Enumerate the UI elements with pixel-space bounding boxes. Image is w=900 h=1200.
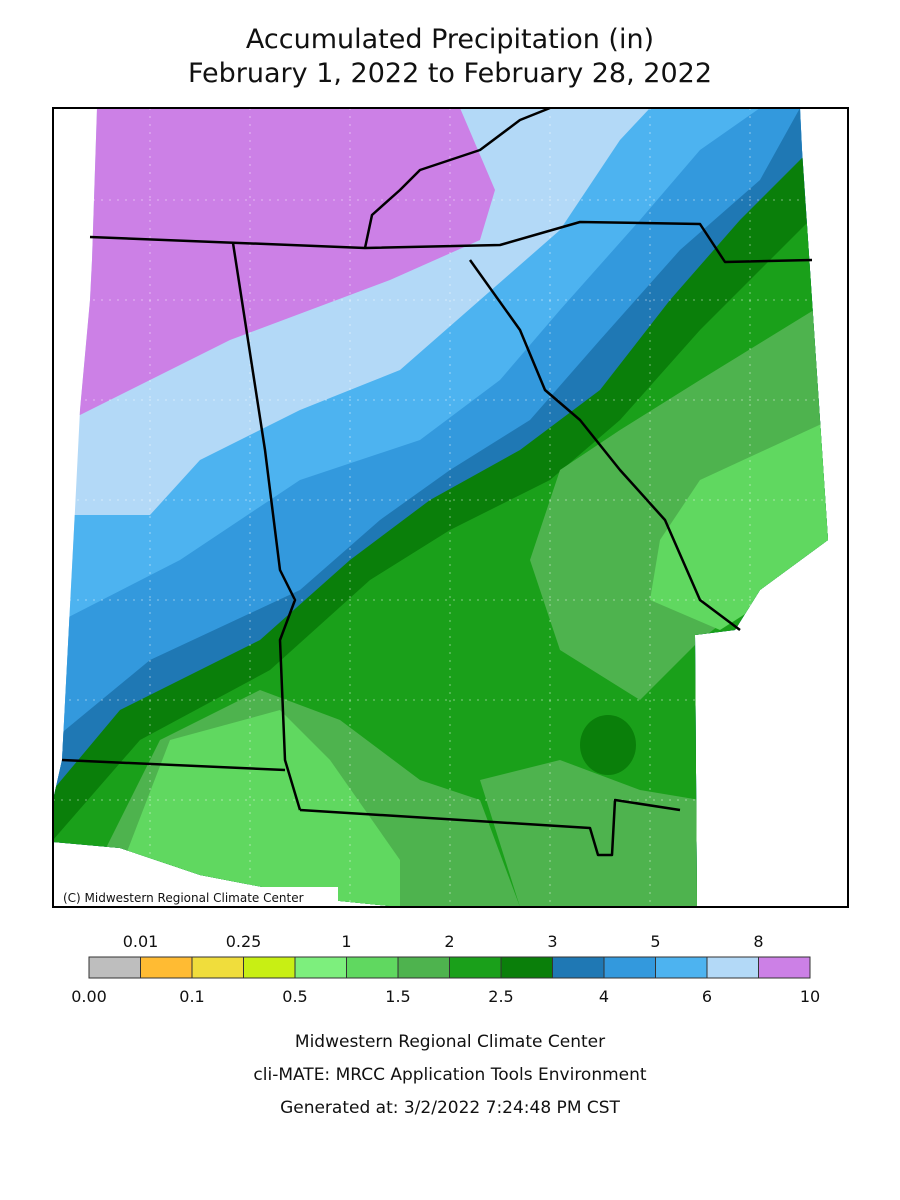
legend-swatch <box>449 956 502 979</box>
legend-label: 0.5 <box>282 987 307 1006</box>
legend-swatch <box>140 956 193 979</box>
legend-label: 3 <box>547 932 557 951</box>
title-line: February 1, 2022 to February 28, 2022 <box>188 58 712 89</box>
band <box>120 710 400 907</box>
legend-label: 10 <box>800 987 820 1006</box>
legend-swatch <box>655 956 708 979</box>
footer-line: cli-MATE: MRCC Application Tools Environ… <box>253 1065 646 1085</box>
legend-label: 6 <box>702 987 712 1006</box>
legend-swatch <box>603 956 656 979</box>
legend-swatch <box>294 956 347 979</box>
legend-swatch <box>191 956 244 979</box>
band <box>53 108 495 415</box>
legend-swatch <box>88 956 141 979</box>
legend-label: 4 <box>599 987 609 1006</box>
state-border <box>363 106 551 249</box>
legend-swatch <box>397 956 450 979</box>
legend-label: 2 <box>444 932 454 951</box>
legend-swatch <box>706 956 759 979</box>
state-border <box>61 758 286 772</box>
legend-label: 8 <box>753 932 763 951</box>
legend-label: 1 <box>341 932 351 951</box>
legend-swatch <box>500 956 553 979</box>
legend-swatch <box>346 956 399 979</box>
state-border <box>299 798 681 857</box>
state-border <box>231 242 302 811</box>
credit-box <box>56 887 338 906</box>
legend-label: 2.5 <box>488 987 513 1006</box>
state-borders <box>61 106 813 857</box>
state-border <box>468 259 741 631</box>
band <box>580 715 636 775</box>
legend-label: 5 <box>650 932 660 951</box>
map-credit: (C) Midwestern Regional Climate Center <box>63 891 304 905</box>
legend-label: 1.5 <box>385 987 410 1006</box>
footer-line: Generated at: 3/2/2022 7:24:48 PM CST <box>280 1098 620 1118</box>
legend-swatch <box>758 956 811 979</box>
legend-label: 0.25 <box>226 932 262 951</box>
footer-line: Midwestern Regional Climate Center <box>295 1032 605 1052</box>
legend-label: 0.01 <box>123 932 159 951</box>
legend-swatch <box>552 956 605 979</box>
map-frame <box>52 107 849 908</box>
band <box>530 300 828 700</box>
legend-label: 0.1 <box>179 987 204 1006</box>
precipitation-field <box>53 108 828 907</box>
band <box>480 760 700 907</box>
title-line: Accumulated Precipitation (in) <box>246 24 654 55</box>
legend: 0.00 0.01 0.1 0.25 0.5 1 1.5 2 2.5 3 4 5 6 8 10 <box>71 932 820 1006</box>
legend-label: 0.00 <box>71 987 107 1006</box>
legend-swatch <box>243 956 296 979</box>
